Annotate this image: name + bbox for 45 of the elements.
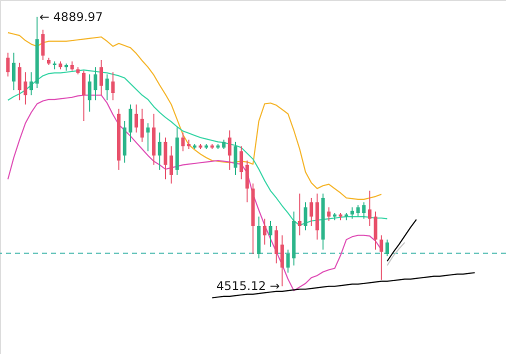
candlestick	[222, 139, 226, 150]
candlestick	[298, 193, 302, 236]
candlestick	[88, 74, 92, 112]
candlestick	[164, 137, 168, 180]
candlestick	[268, 220, 272, 248]
candlestick	[41, 29, 45, 60]
candlestick	[158, 132, 162, 170]
candlestick	[70, 60, 74, 72]
candlestick	[362, 202, 366, 220]
candlestick	[18, 62, 22, 101]
candlestick	[374, 211, 378, 250]
candlestick	[134, 104, 138, 134]
candlestick	[274, 225, 278, 264]
candlestick	[380, 234, 384, 280]
candlestick	[228, 130, 232, 170]
candlestick	[368, 190, 372, 226]
candlestick	[234, 141, 238, 176]
candlestick	[128, 104, 132, 142]
candlestick	[24, 72, 28, 106]
candlestick	[187, 139, 191, 150]
candlestick	[245, 160, 249, 203]
candlestick	[111, 72, 115, 101]
candlestick	[181, 132, 185, 152]
candlestick	[6, 52, 10, 77]
candlestick	[140, 108, 144, 142]
candlestick	[286, 249, 290, 274]
candlestick	[100, 59, 104, 96]
candlestick	[262, 218, 266, 246]
candlestick	[82, 70, 86, 122]
candlestick	[327, 206, 331, 222]
candlestick	[12, 52, 16, 91]
candlestick	[280, 234, 284, 287]
candlestick	[94, 66, 98, 101]
candlestick	[304, 202, 308, 231]
candlestick	[170, 146, 174, 184]
candlestick	[240, 146, 244, 180]
candlestick	[356, 204, 360, 218]
annotation: 4515.12 →	[216, 279, 280, 294]
candlestick	[30, 72, 34, 96]
candlestick	[310, 197, 314, 226]
candlestick	[105, 74, 109, 101]
annotation: ← 4889.97	[39, 10, 103, 24]
candlestick	[385, 239, 389, 257]
candlestick	[146, 122, 150, 152]
candlestick	[350, 206, 354, 220]
